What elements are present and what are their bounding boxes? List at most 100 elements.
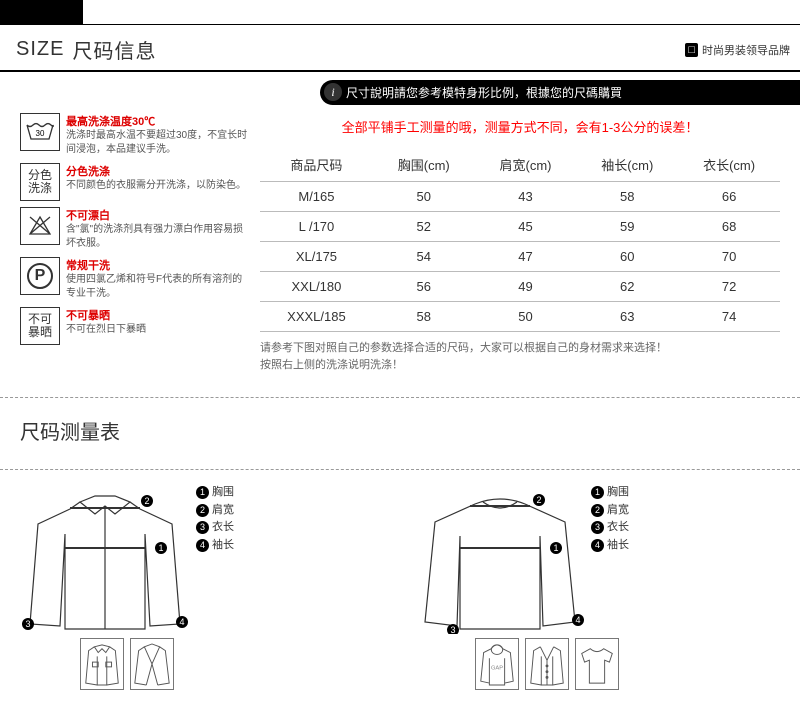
cell: 62: [576, 272, 678, 302]
hoodie-thumb-icon: GAP: [475, 638, 519, 690]
diagram-collared: 1 2 3 4 1胸围 2肩宽 3衣长 4袖长: [20, 484, 385, 690]
col-h: 袖长(cm): [576, 148, 678, 182]
cell: XXL/180: [260, 272, 373, 302]
leg-item: 胸围: [212, 486, 234, 498]
care-item: 不可漂白含"氯"的洗涤剂具有强力漂白作用容易损坏衣服。: [20, 207, 250, 251]
cell: 72: [678, 272, 780, 302]
svg-text:4: 4: [575, 615, 580, 625]
no-bleach-icon: [20, 207, 60, 245]
cell: 60: [576, 242, 678, 272]
col-h: 肩宽(cm): [475, 148, 577, 182]
thumbs: GAP: [475, 638, 780, 690]
band-text: 尺寸說明請您参考模特身形比例，根據您的尺碼購買: [346, 86, 622, 100]
brand-text: 时尚男装领导品牌: [702, 42, 790, 58]
care-desc: 含"氯"的洗涤剂具有强力漂白作用容易损坏衣服。: [66, 223, 250, 251]
care-item: P 常规干洗使用四氯乙烯和符号F代表的所有溶剂的专业干洗。: [20, 257, 250, 301]
care-title: 最高洗涤温度30℃: [66, 113, 250, 129]
leg-item: 袖长: [607, 539, 629, 551]
cell: 58: [576, 182, 678, 212]
table-row: XL/17554476070: [260, 242, 780, 272]
cell: 56: [373, 272, 475, 302]
table-header-row: 商品尺码 胸围(cm) 肩宽(cm) 袖长(cm) 衣长(cm): [260, 148, 780, 182]
title-size: SIZE: [16, 38, 64, 61]
leg-item: 肩宽: [607, 504, 629, 516]
separate-wash-icon: 分色 洗涤: [20, 163, 60, 201]
corner-tag: [0, 0, 83, 24]
leg-item: 胸围: [607, 486, 629, 498]
table-row: L /17052455968: [260, 212, 780, 242]
cell: 54: [373, 242, 475, 272]
main-area: 30 最高洗涤温度30℃洗涤时最高水温不要超过30度，不宜长时间浸泡，本品建议手…: [0, 113, 800, 383]
care-title: 不可暴晒: [66, 307, 146, 323]
table-row: XXXL/18558506374: [260, 302, 780, 332]
care-desc: 洗涤时最高水温不要超过30度，不宜长时间浸泡，本品建议手洗。: [66, 129, 250, 157]
care-item: 分色 洗涤 分色洗涤不同颜色的衣服需分开洗涤，以防染色。: [20, 163, 250, 201]
care-item: 不可 暴晒 不可暴晒不可在烈日下暴晒: [20, 307, 250, 345]
thumbs: [80, 638, 385, 690]
diagrams: 1 2 3 4 1胸围 2肩宽 3衣长 4袖长: [0, 484, 800, 710]
title-bar: SIZE 尺码信息 □ 时尚男装领导品牌: [0, 29, 800, 72]
cell: 49: [475, 272, 577, 302]
cell: 74: [678, 302, 780, 332]
svg-text:1: 1: [553, 543, 558, 553]
care-desc: 不可在烈日下暴晒: [66, 323, 146, 337]
blazer-thumb-icon: [130, 638, 174, 690]
cell: 47: [475, 242, 577, 272]
col-h: 胸围(cm): [373, 148, 475, 182]
jacket-thumb-icon: [80, 638, 124, 690]
no-sun-icon: 不可 暴晒: [20, 307, 60, 345]
crewneck-shirt-icon: 1 2 3 4: [415, 484, 585, 634]
size-table: 商品尺码 胸围(cm) 肩宽(cm) 袖长(cm) 衣长(cm) M/16550…: [260, 148, 780, 332]
wash-30-icon: 30: [20, 113, 60, 151]
cell: 52: [373, 212, 475, 242]
col-h: 商品尺码: [260, 148, 373, 182]
care-item: 30 最高洗涤温度30℃洗涤时最高水温不要超过30度，不宜长时间浸泡，本品建议手…: [20, 113, 250, 157]
table-column: 全部平铺手工测量的哦，测量方式不同，会有1-3公分的误差！ 商品尺码 胸围(cm…: [250, 113, 780, 373]
collared-shirt-icon: 1 2 3 4: [20, 484, 190, 634]
care-title: 分色洗涤: [66, 163, 246, 179]
cell: XL/175: [260, 242, 373, 272]
legend: 1胸围 2肩宽 3衣长 4袖长: [190, 484, 234, 554]
svg-text:1: 1: [158, 543, 163, 553]
svg-text:3: 3: [450, 625, 455, 634]
info-icon: i: [324, 83, 342, 101]
divider: [0, 397, 800, 398]
warning-text: 全部平铺手工测量的哦，测量方式不同，会有1-3公分的误差！: [260, 117, 780, 136]
cell: 50: [373, 182, 475, 212]
cell: 43: [475, 182, 577, 212]
leg-item: 衣长: [607, 521, 629, 533]
svg-text:2: 2: [144, 496, 149, 506]
svg-text:3: 3: [25, 619, 30, 629]
col-h: 衣长(cm): [678, 148, 780, 182]
svg-text:2: 2: [536, 495, 541, 505]
care-desc: 使用四氯乙烯和符号F代表的所有溶剂的专业干洗。: [66, 273, 250, 301]
info-band: i 尺寸說明請您参考模特身形比例，根據您的尺碼購買: [320, 80, 800, 105]
table-note: 请参考下图对照自己的参数选择合适的尺码，大家可以根据自己的身材需求来选择！ 按照…: [260, 340, 780, 373]
cell: 45: [475, 212, 577, 242]
cell: 70: [678, 242, 780, 272]
measure-title: 尺码测量表: [0, 412, 800, 455]
cell: 58: [373, 302, 475, 332]
brand-badge: □: [685, 43, 698, 57]
svg-text:30: 30: [36, 129, 45, 138]
leg-item: 袖长: [212, 539, 234, 551]
legend: 1胸围 2肩宽 3衣长 4袖长: [585, 484, 629, 554]
table-row: M/16550435866: [260, 182, 780, 212]
leg-item: 衣长: [212, 521, 234, 533]
leg-item: 肩宽: [212, 504, 234, 516]
cardigan-thumb-icon: [525, 638, 569, 690]
cell: M/165: [260, 182, 373, 212]
table-row: XXL/18056496272: [260, 272, 780, 302]
dryclean-icon: P: [20, 257, 60, 295]
cell: 66: [678, 182, 780, 212]
svg-text:GAP: GAP: [491, 666, 503, 672]
cell: 59: [576, 212, 678, 242]
cell: 63: [576, 302, 678, 332]
care-column: 30 最高洗涤温度30℃洗涤时最高水温不要超过30度，不宜长时间浸泡，本品建议手…: [20, 113, 250, 373]
cell: L /170: [260, 212, 373, 242]
care-desc: 不同颜色的衣服需分开洗涤，以防染色。: [66, 179, 246, 193]
title-cn: 尺码信息: [72, 35, 156, 64]
cell: 50: [475, 302, 577, 332]
care-title: 不可漂白: [66, 207, 250, 223]
divider: [0, 469, 800, 470]
